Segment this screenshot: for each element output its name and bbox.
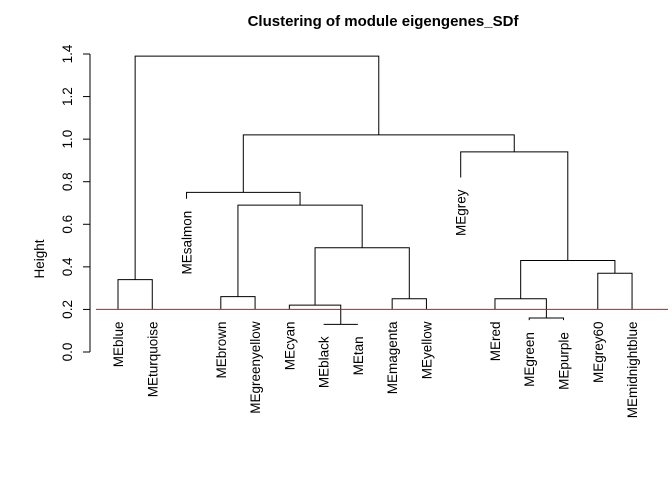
leaf-label-midnightblue: MEmidnightblue	[625, 321, 640, 418]
y-tick-label: 0.8	[60, 172, 75, 191]
merge-m_rgp	[494, 298, 547, 318]
leaf-label-turquoise: MEturquoise	[145, 321, 160, 397]
leaf-label-grey: MEgrey	[454, 189, 469, 236]
merge-m_gm	[597, 272, 633, 310]
leaf-label-blue: MEblue	[111, 321, 126, 367]
leaf-label-purple: MEpurple	[557, 332, 572, 390]
leaf-label-tan: MEtan	[351, 336, 366, 375]
y-tick-label: 0.6	[60, 215, 75, 234]
y-tick-label: 1.2	[60, 87, 75, 106]
y-tick-label: 0.0	[60, 343, 75, 362]
leaf-label-cyan: MEcyan	[282, 321, 297, 370]
leaf-label-black: MEblack	[317, 336, 332, 388]
dendrogram-tree	[117, 55, 633, 325]
merge-m_bg	[220, 296, 256, 310]
merge-m_root	[134, 55, 380, 280]
y-tick-label: 1.0	[60, 130, 75, 149]
merge-m_sal	[186, 191, 301, 206]
y-tick-label: 1.4	[60, 44, 75, 63]
leaf-label-grey60: MEgrey60	[591, 321, 606, 383]
merge-m_big	[242, 134, 515, 193]
merge-m_gp	[528, 317, 565, 321]
merge-m_bgcbtmy	[237, 204, 363, 297]
leaf-label-magenta: MEmagenta	[385, 321, 400, 394]
y-tick-label: 0.2	[60, 300, 75, 319]
y-axis-label: Height	[32, 239, 47, 278]
leaf-label-red: MEred	[488, 321, 503, 361]
merge-m_cbtmy	[314, 247, 410, 306]
y-axis: 0.0 0.2 0.4 0.6 0.8 1.0 1.2 1.4	[60, 44, 91, 362]
chart-title: Clustering of module eigengenes_SDf	[248, 13, 520, 30]
leaf-label-greenyellow: MEgreenyellow	[248, 321, 263, 414]
y-tick-label: 0.4	[60, 257, 75, 276]
leaf-label-brown: MEbrown	[214, 321, 229, 378]
leaf-labels: MEblue MEturquoise MEsalmon MEbrown MEgreeny…	[111, 189, 640, 418]
merge-m_grey	[460, 151, 569, 261]
leaf-label-salmon: MEsalmon	[180, 211, 195, 275]
merge-m_bt	[117, 279, 153, 310]
leaf-label-green: MEgreen	[522, 332, 537, 387]
leaf-label-yellow: MEyellow	[419, 321, 434, 379]
merge-m_my	[391, 298, 427, 310]
merge-m_rgpgm	[520, 259, 616, 299]
